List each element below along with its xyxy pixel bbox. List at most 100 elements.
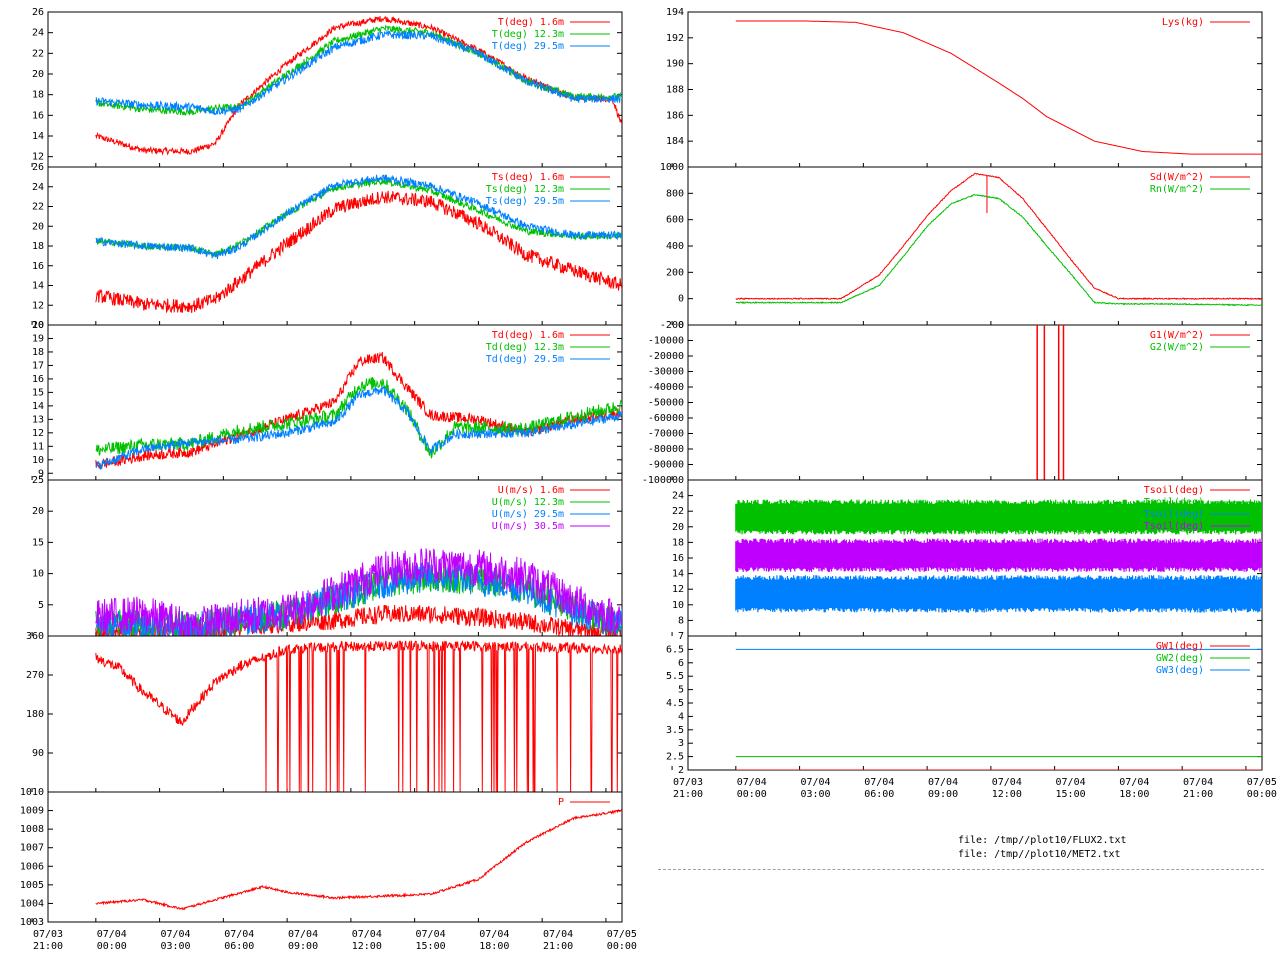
legend-label: G2(W/m^2) [1150,342,1204,353]
y-tick-label: 15 [32,537,44,548]
y-tick-label: 5 [38,600,44,611]
y-tick-label: 24 [32,182,44,193]
legend-label: GW1(deg) [1156,641,1204,652]
file-list: file: /tmp//plot10/FLUX2.txt file: /tmp/… [958,834,1258,862]
y-tick-label: 20 [32,69,44,80]
legend-label: Tsoil(deg) [1144,497,1204,508]
y-tick-label: 14 [32,401,44,412]
y-tick-label: 14 [32,281,44,292]
y-tick-label: 0 [678,294,684,305]
y-tick-label: 1007 [20,843,44,854]
y-tick-label: 12 [32,152,44,163]
y-tick-label: 360 [26,631,44,642]
x-tick-label: 07/03 [673,777,703,788]
y-tick-label: 22 [32,48,44,59]
x-tick-label: 00:00 [737,789,767,800]
y-tick-label: 12 [32,300,44,311]
y-tick-label: 16 [32,374,44,385]
x-tick-label: 09:00 [928,789,958,800]
legend-label: T(deg) 1.6m [498,17,564,28]
x-tick-label: 18:00 [1119,789,1149,800]
y-tick-label: 19 [32,333,44,344]
x-tick-label: 07/04 [864,777,894,788]
y-tick-label: 4 [678,711,684,722]
x-tick-label: 18:00 [479,941,509,952]
file-label-flux: file: /tmp//plot10/FLUX2.txt [958,835,1127,846]
panel-0: 12 14 16 18 20 22 24 26 T(deg) 1.6mT(deg) 12.3mT… [31,7,623,168]
y-tick-label: 2 [678,765,684,776]
y-tick-label: 26 [32,162,44,173]
legend-label: Tsoil(deg) [1144,521,1204,532]
legend-label: Sd(W/m^2) [1150,172,1204,183]
series-line-0 [95,639,622,792]
legend-label: U(m/s) 12.3m [492,497,564,508]
x-tick-label: 07/03 [33,929,63,940]
x-tick-label: 21:00 [543,941,573,952]
x-tick-label: 09:00 [288,941,318,952]
y-tick-label: 18 [672,537,684,548]
x-tick-label: 07/04 [800,777,830,788]
x-tick-label: 07/04 [543,929,573,940]
legend-label: Ts(deg) 12.3m [486,184,564,195]
series-line-0 [95,351,622,470]
x-tick-label: 21:00 [673,789,703,800]
y-tick-label: 184 [666,136,684,147]
x-tick-label: 07/05 [607,929,637,940]
series-line-1 [735,193,1262,307]
legend-label: T(deg) 29.5m [492,41,564,52]
series-band-2 [735,575,1262,613]
y-tick-label: 270 [26,670,44,681]
x-tick-label: 07/04 [160,929,190,940]
series-group [95,174,622,314]
y-tick-label: 180 [26,709,44,720]
series-line-0 [735,20,1262,155]
y-tick-label: 4.5 [666,698,684,709]
x-tick-label: 06:00 [224,941,254,952]
series-group [95,548,622,636]
y-tick-label: 8 [678,615,684,626]
legend-label: Lys(kg) [1162,17,1204,28]
y-tick-label: 25 [32,475,44,486]
legend-label: Tsoil(deg) [1144,485,1204,496]
y-tick-label: 11 [32,441,44,452]
x-tick-label: 21:00 [1183,789,1213,800]
y-tick-label: 14 [672,569,684,580]
legend-label: Tsoil(deg) [1144,509,1204,520]
x-tick-label: 07/04 [479,929,509,940]
y-tick-label: 6.5 [666,644,684,655]
x-tick-label: 07/04 [928,777,958,788]
x-tick-label: 00:00 [97,941,127,952]
series-line-2 [95,29,622,116]
y-tick-label: 1009 [20,806,44,817]
series-line-0 [95,190,622,314]
x-tick-label: 07/04 [288,929,318,940]
y-tick-label: 0 [678,320,684,331]
y-tick-label: -70000 [648,429,684,440]
y-tick-label: 20 [32,320,44,331]
series-band-1 [735,499,1262,535]
panel-6: 184 186 188 190 192 194 Lys(kg) [666,7,1263,168]
y-tick-label: 1000 [660,162,684,173]
series-group [735,499,1262,613]
y-tick-label: 192 [666,33,684,44]
series-group [735,20,1262,155]
y-tick-label: 10 [32,455,44,466]
x-tick-label: 07/04 [416,929,446,940]
y-tick-label: 12 [672,584,684,595]
y-tick-label: 9 [38,468,44,479]
x-tick-label: 12:00 [992,789,1022,800]
x-tick-label: 07/04 [737,777,767,788]
series-group [1036,325,1065,480]
x-tick-label: 15:00 [416,941,446,952]
legend-label: T(deg) 12.3m [492,29,564,40]
x-tick-label: 03:00 [800,789,830,800]
y-tick-label: 1004 [20,898,44,909]
separator-line [658,869,1264,870]
legend-label: Td(deg) 12.3m [486,342,564,353]
legend-label: U(m/s) 29.5m [492,509,564,520]
y-tick-label: 10 [672,600,684,611]
series-line-0 [735,172,1262,301]
